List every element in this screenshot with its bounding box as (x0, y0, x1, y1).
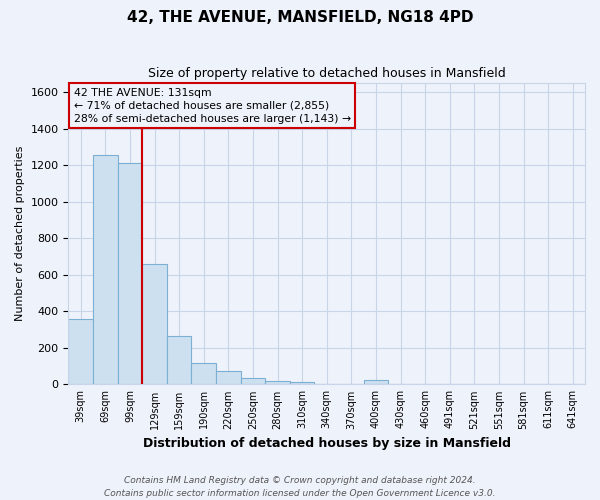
Y-axis label: Number of detached properties: Number of detached properties (15, 146, 25, 322)
Text: 42 THE AVENUE: 131sqm
← 71% of detached houses are smaller (2,855)
28% of semi-d: 42 THE AVENUE: 131sqm ← 71% of detached … (74, 88, 350, 124)
Text: 42, THE AVENUE, MANSFIELD, NG18 4PD: 42, THE AVENUE, MANSFIELD, NG18 4PD (127, 10, 473, 25)
Bar (364, 380, 388, 384)
Bar (216, 370, 241, 384)
Bar (93, 155, 118, 384)
Bar (68, 318, 93, 384)
Bar (118, 162, 142, 384)
Text: Contains HM Land Registry data © Crown copyright and database right 2024.
Contai: Contains HM Land Registry data © Crown c… (104, 476, 496, 498)
Bar (142, 264, 167, 384)
X-axis label: Distribution of detached houses by size in Mansfield: Distribution of detached houses by size … (143, 437, 511, 450)
Bar (265, 381, 290, 384)
Bar (191, 362, 216, 384)
Bar (241, 378, 265, 384)
Title: Size of property relative to detached houses in Mansfield: Size of property relative to detached ho… (148, 68, 506, 80)
Bar (290, 382, 314, 384)
Bar (167, 336, 191, 384)
